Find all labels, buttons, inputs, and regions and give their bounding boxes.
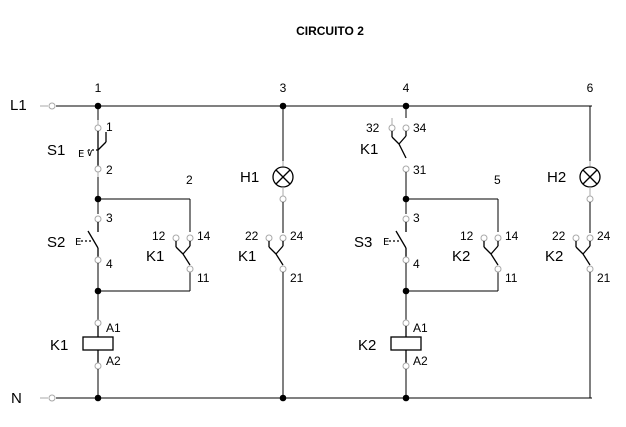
s3-terminal-top: 3 xyxy=(413,211,420,225)
k1-lamp-contact: 22 24 21 K1 xyxy=(238,202,304,398)
s1-stop-pushbutton: E ∨ S1 1 2 xyxy=(47,106,113,199)
k2-seal-terminal-11: 11 xyxy=(505,271,518,285)
s2-terminal-top: 3 xyxy=(106,211,113,225)
node-2-parallel-box: 2 xyxy=(98,173,193,292)
branch-number-6: 6 xyxy=(587,81,594,95)
relay-coil-icon xyxy=(82,336,114,351)
k2-lamp-contact: 22 24 21 K2 xyxy=(545,202,611,398)
k2-lamp-contact-label: K2 xyxy=(545,248,563,265)
h1-label: H1 xyxy=(240,169,259,186)
k1-seal-terminal-14: 14 xyxy=(197,229,211,243)
phase-rail-label: L1 xyxy=(10,97,27,114)
s2-start-pushbutton: E S2 3 4 xyxy=(47,199,113,291)
k1-seal-in-contact: 12 14 11 K1 xyxy=(146,229,211,285)
pushbutton-actuator-icon: E xyxy=(75,237,81,248)
h2-label: H2 xyxy=(547,169,566,186)
branch-number-3: 3 xyxy=(280,81,287,95)
neutral-rail: N xyxy=(11,390,592,407)
s1-terminal-top: 1 xyxy=(106,120,113,134)
k1-lamp-contact-label: K1 xyxy=(238,248,256,265)
k2-seal-in-contact: 12 14 11 K2 xyxy=(452,229,519,285)
node-5-parallel-box: 5 xyxy=(406,173,501,292)
pushbutton-actuator-icon: E xyxy=(78,149,84,160)
node-number-5: 5 xyxy=(494,173,501,187)
k1-interlock-terminal-31: 31 xyxy=(413,163,427,177)
s1-label: S1 xyxy=(47,142,65,159)
pushbutton-actuator-icon: E xyxy=(383,237,389,248)
k2-coil-terminal-a2: A2 xyxy=(413,354,428,368)
k1-interlock-label: K1 xyxy=(360,141,378,158)
k1-interlock-terminal-34: 34 xyxy=(413,121,427,135)
k1-lamp-terminal-24: 24 xyxy=(290,229,304,243)
diagram-title: CIRCUITO 2 xyxy=(296,24,364,38)
s3-start-pushbutton: E S3 3 4 xyxy=(354,199,420,291)
s3-terminal-bottom: 4 xyxy=(413,257,420,271)
s1-terminal-bottom: 2 xyxy=(106,163,113,177)
k1-seal-label: K1 xyxy=(146,248,164,265)
branch-number-4: 4 xyxy=(403,81,410,95)
k1-seal-terminal-11: 11 xyxy=(197,271,210,285)
node-number-2: 2 xyxy=(186,173,193,187)
k2-seal-terminal-14: 14 xyxy=(505,229,519,243)
nc-symbol: ∨ xyxy=(86,148,93,159)
k1-lamp-terminal-22: 22 xyxy=(245,229,259,243)
k2-relay-coil: K2 A1 A2 xyxy=(358,291,428,398)
k2-seal-terminal-12: 12 xyxy=(460,229,474,243)
k2-lamp-terminal-22: 22 xyxy=(552,229,566,243)
s3-label: S3 xyxy=(354,234,372,251)
k1-seal-terminal-12: 12 xyxy=(152,229,166,243)
phase-rail: L1 xyxy=(10,97,592,114)
k1-lamp-terminal-21: 21 xyxy=(290,271,304,285)
k2-seal-label: K2 xyxy=(452,248,470,265)
k2-lamp-terminal-21: 21 xyxy=(597,271,611,285)
k1-coil-terminal-a1: A1 xyxy=(106,321,121,335)
k2-lamp-terminal-24: 24 xyxy=(597,229,611,243)
s2-terminal-bottom: 4 xyxy=(106,257,113,271)
k1-coil-label: K1 xyxy=(50,337,68,354)
h1-indicator-lamp: H1 xyxy=(240,106,294,203)
neutral-rail-label: N xyxy=(11,390,22,407)
branch-number-1: 1 xyxy=(95,81,102,95)
k2-coil-terminal-a1: A1 xyxy=(413,321,428,335)
k1-interlock-contact: 32 34 31 K1 xyxy=(360,106,427,199)
k1-interlock-terminal-32: 32 xyxy=(366,121,380,135)
relay-coil-icon xyxy=(390,336,422,351)
k1-coil-terminal-a2: A2 xyxy=(106,354,121,368)
k2-coil-label: K2 xyxy=(358,337,376,354)
s2-label: S2 xyxy=(47,234,65,251)
h2-indicator-lamp: H2 xyxy=(547,106,601,203)
k1-relay-coil: K1 A1 A2 xyxy=(50,291,121,398)
